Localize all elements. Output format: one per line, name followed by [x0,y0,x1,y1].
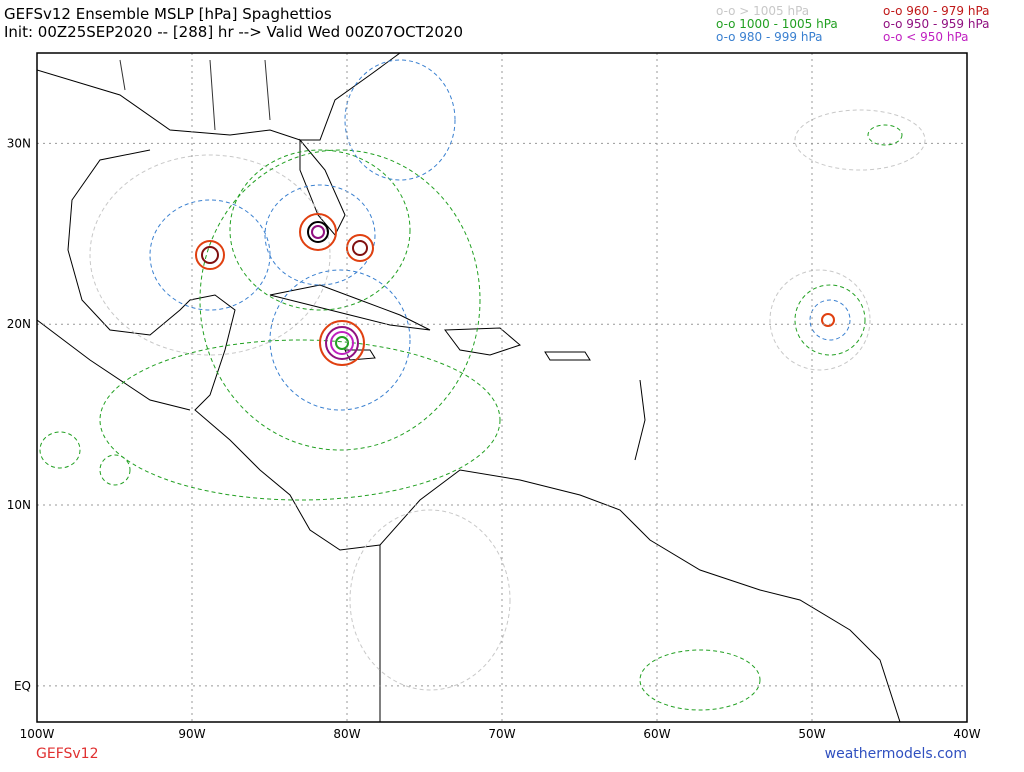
subtitle: Init: 00Z25SEP2020 -- [288] hr --> Valid… [4,23,463,41]
legend-entry: o-o 950 - 959 hPa [883,17,990,31]
storm-markers [195,213,835,366]
x-tick-label: 60W [643,727,670,741]
x-tick-label: 40W [953,727,980,741]
y-tick-label: EQ [14,679,31,693]
map-frame [36,52,968,723]
y-tick-label: 20N [7,317,31,331]
contours [39,59,926,711]
x-tick-label: 80W [333,727,360,741]
x-tick-label: 100W [20,727,55,741]
footer-right: weathermodels.com [825,746,967,762]
x-tick-label: 50W [798,727,825,741]
title: GEFSv12 Ensemble MSLP [hPa] Spaghettios [4,5,332,23]
grid: 100W 90W 80W 70W 60W 50W 40W 30N 20N 10N EQ [7,53,981,741]
y-tick-label: 10N [7,498,31,512]
x-tick-label: 90W [178,727,205,741]
y-tick-label: 30N [7,136,31,150]
x-tick-label: 70W [488,727,515,741]
legend-entry: o-o 960 - 979 hPa [883,4,990,18]
map-layer [37,53,926,722]
legend-entry: o-o > 1005 hPa [716,4,809,18]
legend-entry: o-o < 950 hPa [883,30,969,44]
coastlines [37,53,901,722]
legend-entry: o-o 1000 - 1005 hPa [716,17,838,31]
legend-entry: o-o 980 - 999 hPa [716,30,823,44]
footer-left: GEFSv12 [36,746,99,762]
